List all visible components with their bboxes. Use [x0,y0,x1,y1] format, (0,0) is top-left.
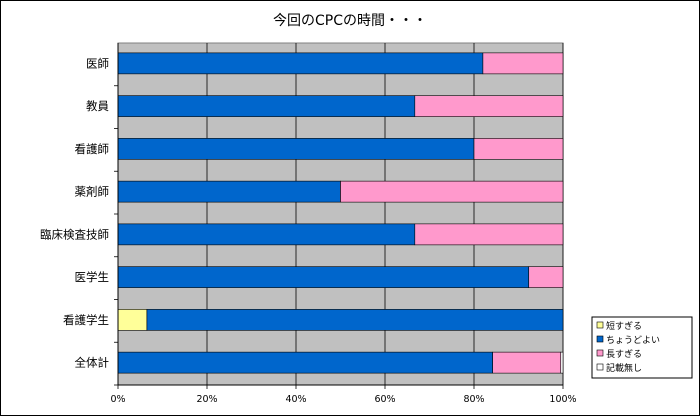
category-label: 全体計 [75,356,110,370]
bar-segment [473,138,564,160]
bar-segment [482,52,564,75]
category-label: 看護師 [75,142,110,156]
bar-segment [117,309,148,331]
bar-segment [414,223,564,246]
legend-label: ちょうどよい [606,335,660,346]
category-label: 医学生 [75,270,110,284]
bar-segment [117,95,416,117]
chart-title: 今回のCPCの時間・・・ [273,13,427,29]
bar-segment [117,52,484,75]
legend-label: 短すぎる [606,320,642,332]
category-label: 臨床検査技師 [40,227,109,241]
legend-label: 記載無し [606,362,642,374]
bar-segment [117,138,475,160]
x-tick-label: 80% [463,394,484,405]
bar-segment [117,351,493,374]
bar-segment [340,180,564,203]
x-tick-label: 100% [549,394,576,405]
legend-swatch [596,335,604,343]
plot-background [117,42,564,386]
x-tick-label: 60% [374,394,395,405]
legend-box [591,316,693,379]
x-tick-label: 0% [110,394,125,405]
category-label: 看護学生 [63,313,109,327]
bar-segment [146,309,564,331]
legend-label: 長すぎる [606,348,642,360]
legend-swatch [596,321,604,329]
bar-segment [492,351,562,374]
bar-segment [117,223,416,246]
bar-segment [560,351,564,374]
legend-swatch [596,363,604,371]
bar-segment [117,180,341,203]
category-label: 薬剤師 [75,185,110,199]
category-label: 教員 [86,99,109,113]
bar-segment [117,266,530,288]
x-tick-label: 20% [196,394,217,405]
bar-segment [528,266,564,288]
bar-segment [414,95,564,117]
category-label: 医師 [86,56,109,70]
x-tick-label: 40% [285,394,306,405]
legend-swatch [596,349,604,357]
